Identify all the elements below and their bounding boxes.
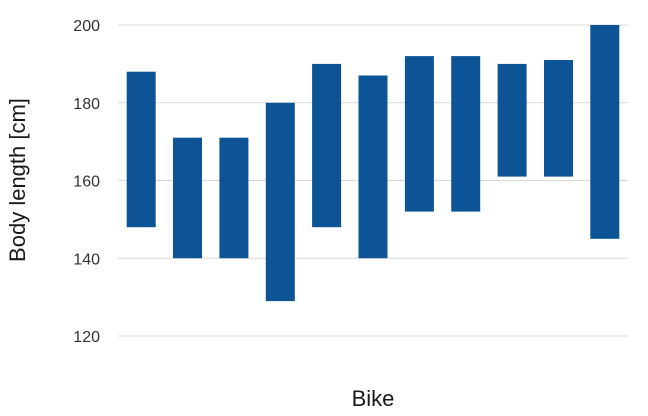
y-tick-label: 160 <box>73 174 100 191</box>
y-tick-label: 180 <box>73 96 100 113</box>
range-bar-2 <box>173 137 202 259</box>
range-bar-6 <box>358 75 388 259</box>
range-bar-10 <box>544 60 573 177</box>
y-tick-label: 140 <box>73 251 100 268</box>
x-axis-title: Bike <box>352 386 395 411</box>
y-tick-label: 200 <box>73 18 100 35</box>
range-bar-7 <box>404 56 434 212</box>
range-bar-5 <box>312 63 342 228</box>
y-axis-title: Body length [cm] <box>5 98 30 262</box>
y-tick-labels: 120 140 160 180 200 <box>73 18 100 346</box>
range-bar-4 <box>265 102 295 302</box>
range-bar-3 <box>219 137 249 259</box>
range-bar-11 <box>590 25 620 239</box>
bars <box>126 25 620 302</box>
range-bar-8 <box>451 56 481 212</box>
y-tick-label: 120 <box>73 329 100 346</box>
range-bar-1 <box>126 71 156 228</box>
range-bar-9 <box>497 63 527 177</box>
